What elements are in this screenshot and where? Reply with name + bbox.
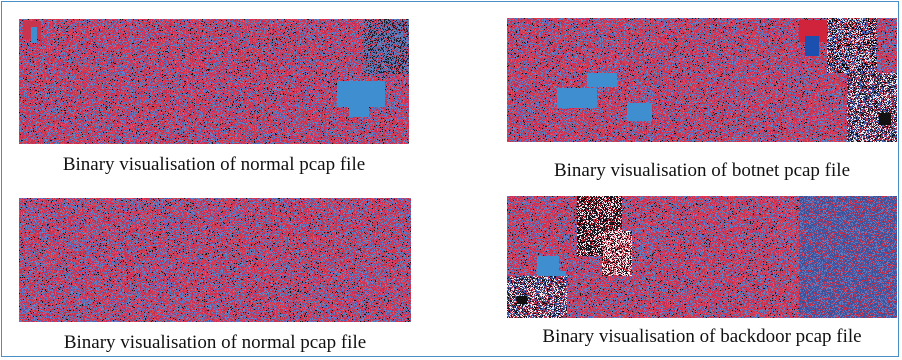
binary-visualisation-image [507, 196, 897, 318]
caption: Binary visualisation of botnet pcap file [553, 160, 850, 181]
caption: Binary visualisation of normal pcap file [62, 154, 366, 175]
binary-visualisation-image [19, 19, 409, 144]
caption: Binary visualisation of normal pcap file [63, 332, 367, 353]
binary-visualisation-image [19, 198, 411, 322]
binary-visualisation-image [507, 18, 897, 142]
caption: Binary visualisation of backdoor pcap fi… [542, 326, 862, 347]
